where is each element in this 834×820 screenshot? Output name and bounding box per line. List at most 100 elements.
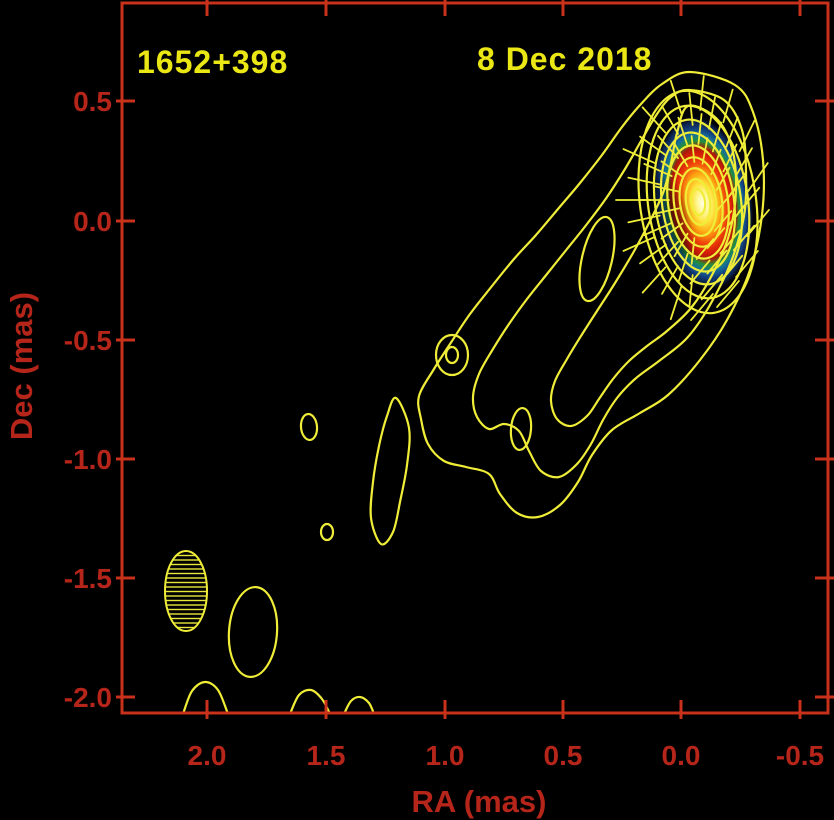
y-tick-label: 0.0 (73, 206, 112, 237)
evpa-vector (660, 222, 684, 240)
evpa-vector (641, 266, 667, 294)
evpa-vector (701, 137, 709, 165)
evpa-vector (673, 232, 689, 258)
contour-island (509, 406, 533, 452)
evpa-vector (690, 135, 696, 163)
core-contour-ring (689, 187, 707, 217)
core-contour-ring (672, 156, 724, 248)
evpa-vector (706, 249, 728, 275)
evpa-vector (639, 243, 667, 265)
evpa-vector (690, 293, 714, 321)
polarization-vectors (615, 75, 770, 321)
evpa-vector (708, 96, 716, 130)
edge-contour-bump (289, 688, 331, 713)
evpa-vector (622, 148, 656, 164)
evpa-vector (722, 88, 734, 124)
evpa-vector (627, 214, 661, 224)
evpa-vector (669, 285, 683, 321)
evpa-vector (732, 224, 756, 252)
y-tick-label: -1.0 (64, 444, 112, 475)
evpa-vector (716, 280, 740, 308)
x-tick-label: 0.5 (544, 740, 583, 771)
evpa-vector (653, 185, 681, 193)
evpa-vector (688, 92, 694, 126)
plot-frame (120, 1, 830, 715)
evpa-vector (722, 143, 738, 173)
contour-island (369, 396, 411, 546)
evpa-vector (627, 176, 661, 186)
evpa-vector (697, 113, 703, 145)
evpa-vector (639, 135, 667, 157)
evpa-vector (690, 237, 696, 265)
evpa-vector (706, 227, 726, 249)
evpa-vector (689, 259, 711, 285)
evpa-vector (643, 221, 673, 237)
contour-island (578, 215, 616, 303)
evpa-vector (746, 209, 770, 237)
contour-island (299, 412, 319, 442)
source-label: 1652+398 (137, 44, 288, 80)
y-tick-label: -0.5 (64, 325, 112, 356)
x-tick-label: -0.5 (776, 740, 824, 771)
evpa-vector (710, 148, 722, 176)
y-tick-label: -2.0 (64, 682, 112, 713)
evpa-vector (719, 229, 741, 255)
evpa-vector (660, 160, 684, 178)
evpa-vector (735, 250, 759, 278)
core-contour-ring (678, 167, 718, 237)
evpa-vector (727, 171, 747, 199)
evpa-vector (715, 166, 731, 192)
dec-axis-title: Dec (mas) (4, 292, 39, 440)
evpa-vector (653, 207, 681, 215)
epoch-label: 8 Dec 2018 (477, 41, 652, 77)
evpa-vector (735, 147, 753, 177)
edge-contour-bump (343, 695, 375, 713)
evpa-vector (622, 236, 656, 252)
y-tick-label: 0.5 (73, 86, 112, 117)
evpa-vector (677, 252, 689, 284)
evpa-vector (699, 75, 705, 111)
contour-island (319, 522, 335, 542)
x-tick-label: 2.0 (188, 740, 227, 771)
core-contour-ring (637, 89, 759, 315)
evpa-vector (725, 116, 739, 148)
evpa-vector (641, 106, 667, 134)
evpa-vector (673, 142, 689, 168)
evpa-vector (747, 162, 769, 192)
contour-island (444, 345, 460, 365)
evpa-vector (695, 238, 715, 260)
evpa-vector (669, 79, 683, 115)
evpa-vector (657, 240, 679, 266)
core-contour-ring (652, 118, 744, 286)
core-contour-ring (659, 131, 737, 273)
evpa-vector (738, 119, 756, 153)
restoring-beam-ellipse (164, 550, 208, 632)
evpa-vector (677, 116, 689, 148)
contour-island (227, 585, 279, 679)
evpa-vector (713, 210, 733, 232)
ra-axis-title: RA (mas) (412, 784, 547, 819)
x-tick-label: 1.5 (307, 740, 346, 771)
jet-envelope-contour (417, 70, 766, 519)
jet-envelope-contour (471, 88, 748, 479)
y-tick-label: -1.5 (64, 563, 112, 594)
contour-island (434, 333, 470, 377)
core-contour-ring (684, 178, 712, 226)
evpa-vector (711, 121, 723, 153)
tick-labels: 2.0 1.5 1.0 0.5 0.0 -0.5 0.5 0.0 -0.5 -1.0 -1.5 -2.… (64, 86, 824, 771)
core-contour-ring (645, 104, 751, 300)
evpa-vector (688, 274, 694, 308)
evpa-vector (643, 162, 673, 178)
x-tick-label: 0.0 (662, 740, 701, 771)
evpa-vector (700, 273, 724, 301)
tick-marks (116, 0, 834, 719)
evpa-vector (657, 134, 679, 160)
evpa-vector (720, 254, 744, 282)
evpa-vector (661, 265, 679, 295)
evpa-vector (661, 105, 679, 135)
evpa-vector (737, 186, 761, 214)
x-tick-label: 1.0 (426, 740, 465, 771)
edge-contour-bump (182, 680, 229, 713)
